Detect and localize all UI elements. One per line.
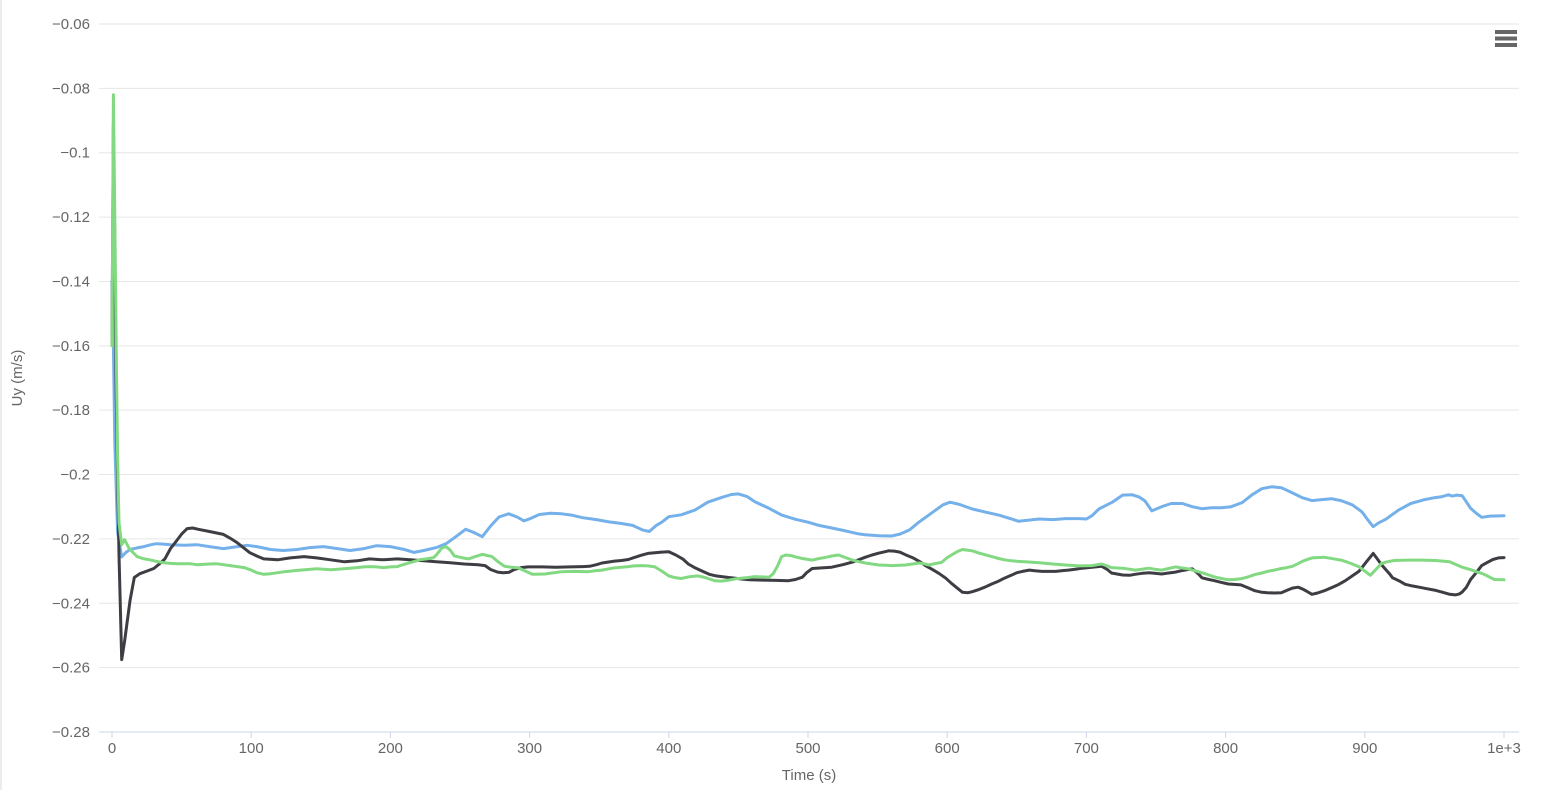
hamburger-menu-icon xyxy=(1495,30,1517,47)
y-tick-label: −0.2 xyxy=(60,467,90,484)
y-tick-label: −0.12 xyxy=(52,209,90,226)
x-tick-label: 700 xyxy=(1074,740,1099,757)
x-tick-label: 500 xyxy=(795,740,820,757)
x-tick-label: 200 xyxy=(378,740,403,757)
x-tick-label: 0 xyxy=(108,740,116,757)
y-tick-label: −0.26 xyxy=(52,660,90,677)
series-3-green xyxy=(110,93,1506,583)
y-tick-label: −0.24 xyxy=(52,595,90,612)
x-axis-title: Time (s) xyxy=(782,767,836,784)
y-axis-title: Uy (m/s) xyxy=(9,350,26,407)
x-tick-label: 400 xyxy=(656,740,681,757)
y-tick-label: −0.14 xyxy=(52,273,90,290)
axis-labels: −0.06 −0.08 −0.1 −0.12 −0.14 −0.16 −0.18 −0.2 −0… xyxy=(52,16,1521,757)
series-2-black xyxy=(110,122,1506,662)
series-lines xyxy=(110,93,1506,662)
y-tick-label: −0.1 xyxy=(60,145,90,162)
x-tick-label: 100 xyxy=(239,740,264,757)
x-tick-label: 800 xyxy=(1213,740,1238,757)
series-1-blue xyxy=(110,280,1506,559)
chart-context-menu-button[interactable] xyxy=(1491,26,1521,52)
gridlines xyxy=(99,23,1519,733)
y-tick-label: −0.22 xyxy=(52,531,90,548)
axes xyxy=(99,731,1519,738)
x-tick-label: 900 xyxy=(1352,740,1377,757)
x-tick-label: 600 xyxy=(935,740,960,757)
y-tick-label: −0.08 xyxy=(52,80,90,97)
y-tick-label: −0.18 xyxy=(52,402,90,419)
x-tick-label: 1e+3 xyxy=(1487,740,1521,757)
y-tick-label: −0.06 xyxy=(52,16,90,33)
y-tick-label: −0.16 xyxy=(52,338,90,355)
y-tick-label: −0.28 xyxy=(52,724,90,741)
x-tick-label: 300 xyxy=(517,740,542,757)
